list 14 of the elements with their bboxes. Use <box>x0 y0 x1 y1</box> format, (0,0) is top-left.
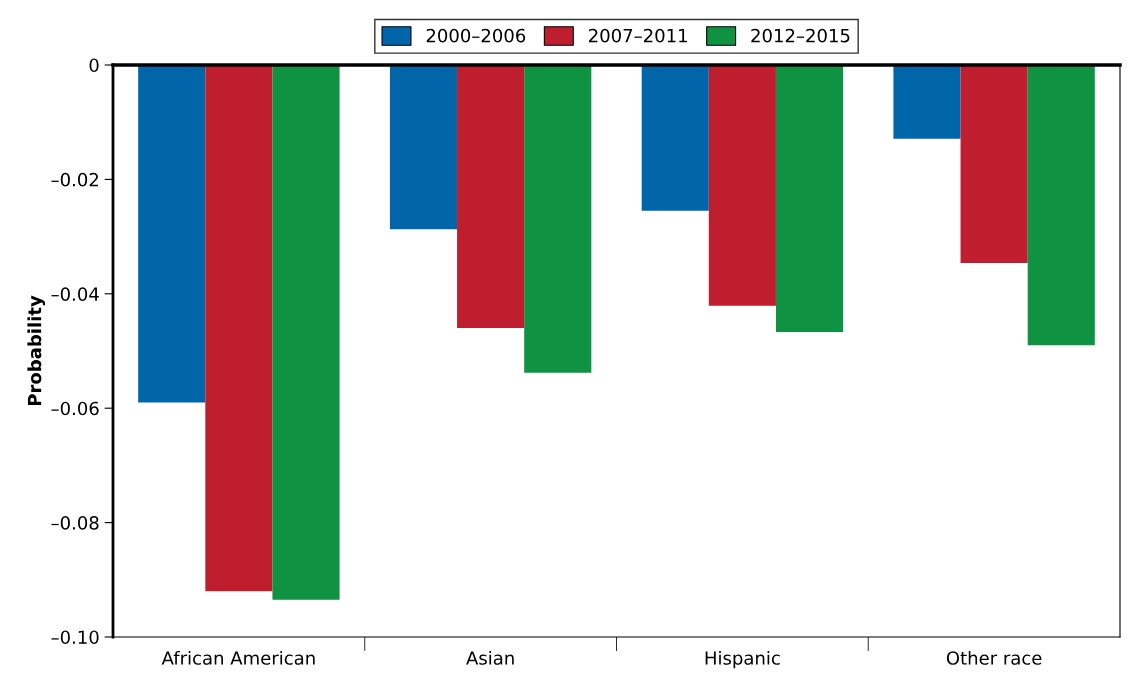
legend-label: 2012–2015 <box>751 28 850 43</box>
x-tick-label: African American <box>161 650 315 665</box>
x-tick-label: Asian <box>466 650 514 665</box>
y-tick-label: –0.06 <box>51 401 99 416</box>
y-tick-label: –0.04 <box>51 287 99 301</box>
y-tick-label: –0.10 <box>51 630 99 645</box>
y-tick-label: –0.08 <box>51 516 99 530</box>
x-tick-label: Hispanic <box>705 650 780 669</box>
legend-label: 2007–2011 <box>589 28 687 43</box>
y-tick-label: –0.02 <box>51 172 98 187</box>
x-tick-label: Other race <box>946 650 1042 665</box>
y-tick-label: 0 <box>89 58 99 73</box>
y-axis-title: Probability <box>27 295 46 406</box>
legend-label: 2000–2006 <box>426 28 526 43</box>
